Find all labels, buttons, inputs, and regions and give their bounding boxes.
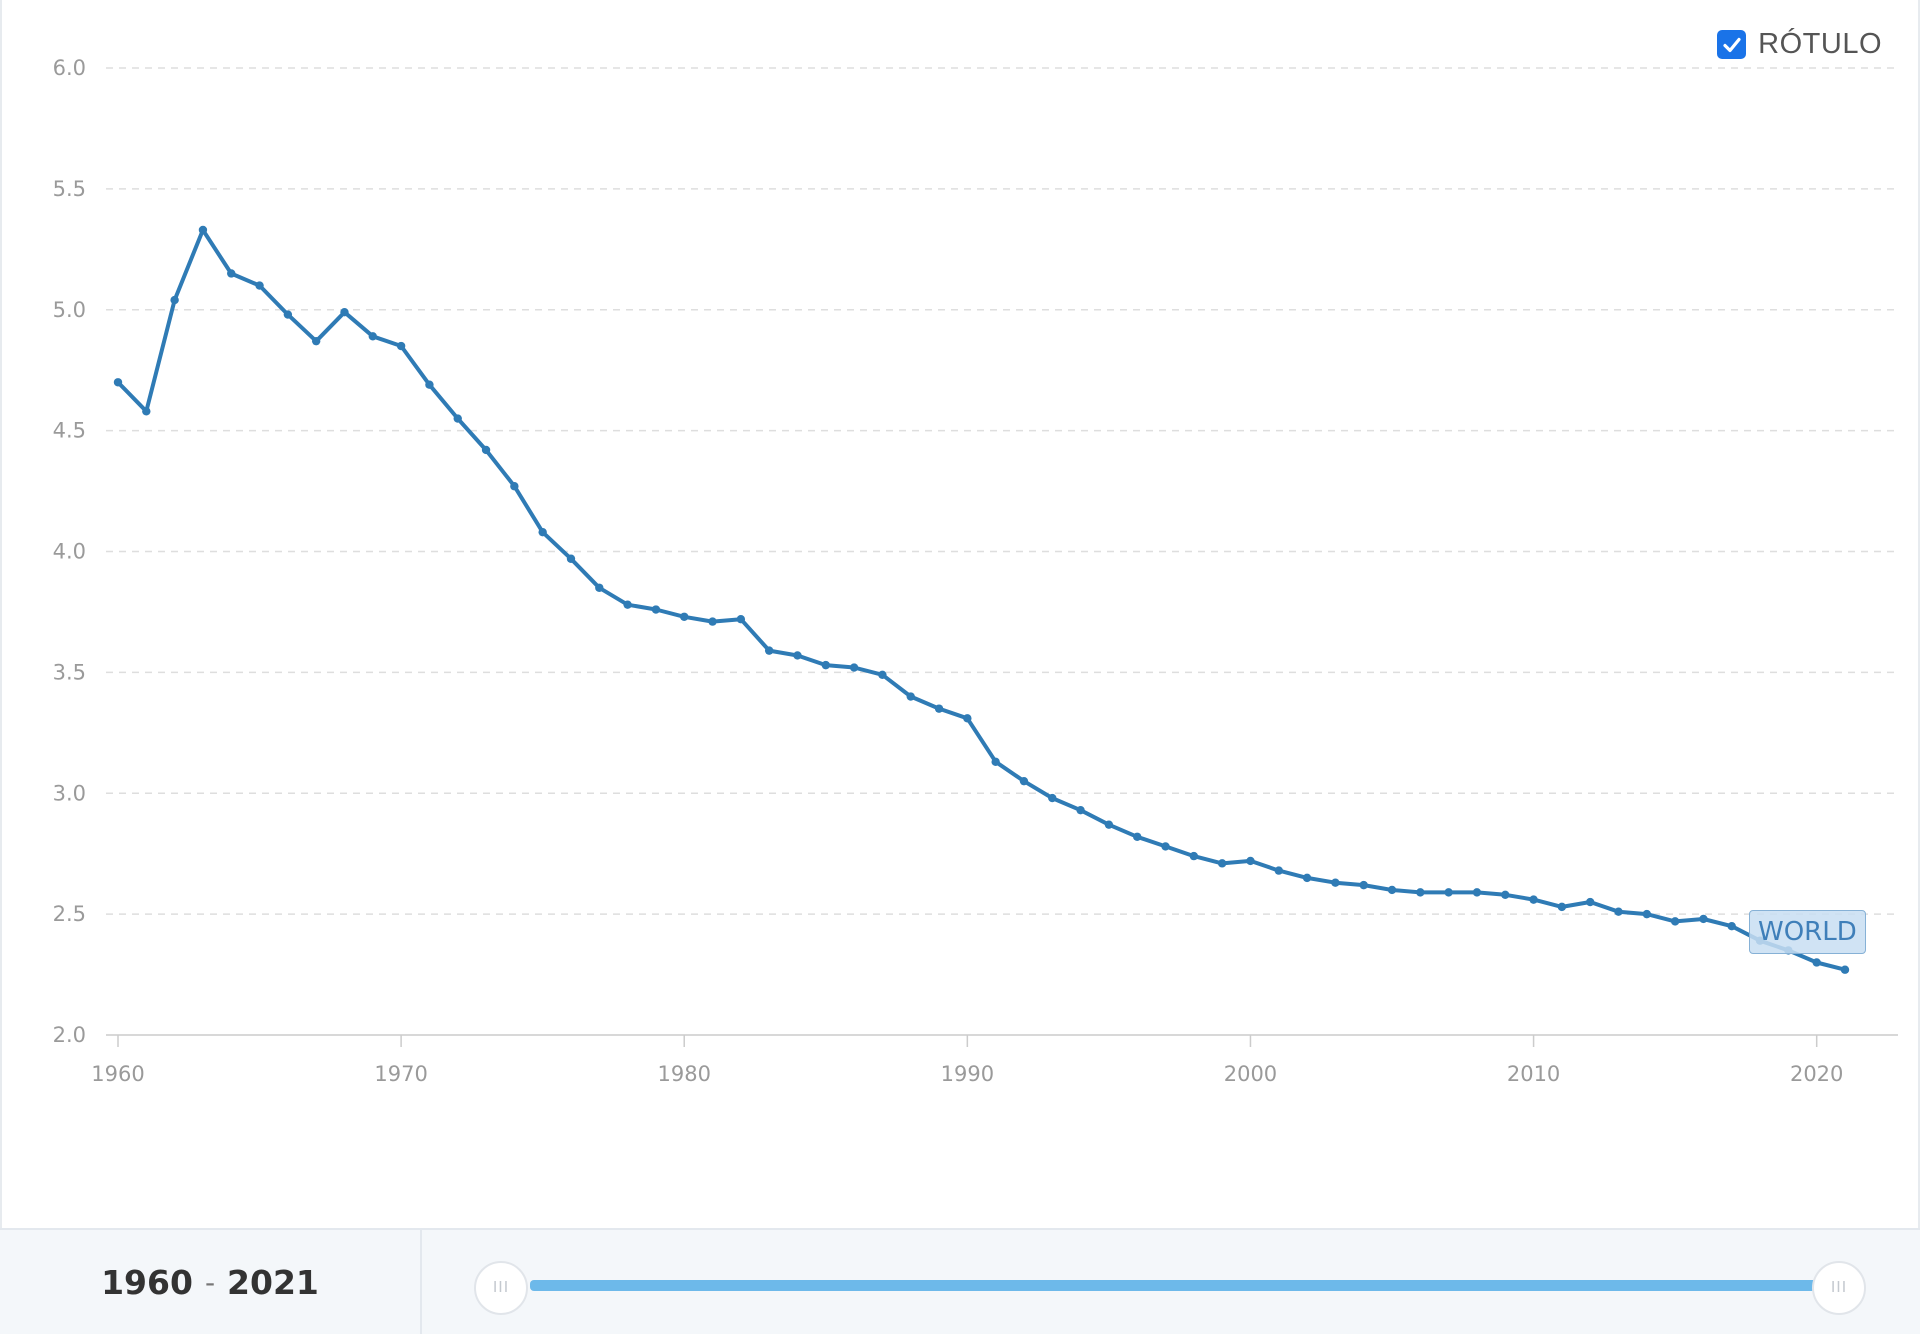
data-point[interactable] — [1642, 909, 1652, 919]
y-tick-label: 2.0 — [53, 1023, 86, 1047]
data-point[interactable] — [1529, 895, 1538, 904]
year-range-display: 1960 - 2021 — [0, 1230, 422, 1334]
data-point[interactable] — [764, 646, 774, 655]
data-point[interactable] — [849, 663, 859, 672]
data-point[interactable] — [1217, 859, 1227, 868]
data-point[interactable] — [538, 527, 547, 537]
data-point[interactable] — [1614, 907, 1623, 916]
data-point[interactable] — [1161, 842, 1170, 851]
data-point[interactable] — [1359, 880, 1368, 890]
data-point[interactable] — [453, 414, 462, 423]
data-point[interactable] — [311, 336, 321, 346]
y-tick-label: 6.0 — [53, 56, 86, 80]
data-point[interactable] — [821, 660, 830, 670]
data-point[interactable] — [1387, 885, 1397, 895]
x-tick-label: 1980 — [658, 1062, 711, 1086]
x-tick-label: 2020 — [1790, 1062, 1843, 1086]
chart-area: 2.0 2.5 3.0 3.5 4.0 4.5 5.0 5.5 6.0 1960 1970 1980 1… — [0, 0, 1920, 1228]
data-point[interactable] — [1557, 902, 1567, 912]
grid-layer — [106, 67, 1898, 915]
slider-handle-end[interactable]: III — [1812, 1261, 1866, 1315]
y-tick-label: 4.0 — [53, 540, 86, 564]
data-point[interactable] — [1812, 958, 1821, 967]
data-point[interactable] — [793, 651, 802, 660]
axis-layer: 2.0 2.5 3.0 3.5 4.0 4.5 5.0 5.5 6.0 1960 1970 1980 1… — [53, 56, 1898, 1086]
data-point[interactable] — [1727, 922, 1736, 931]
data-point[interactable] — [595, 583, 604, 592]
data-point[interactable] — [1274, 866, 1283, 875]
series-line-world — [116, 228, 1846, 972]
y-tick-label: 3.0 — [53, 781, 86, 805]
data-point[interactable] — [1104, 820, 1114, 829]
data-point[interactable] — [878, 670, 887, 679]
legend-label: RÓTULO — [1758, 28, 1882, 60]
data-point[interactable] — [680, 612, 689, 621]
data-point[interactable] — [1331, 878, 1340, 887]
y-tick-label: 5.0 — [53, 298, 86, 322]
data-point[interactable] — [142, 407, 151, 416]
check-icon — [1723, 37, 1741, 52]
data-point[interactable] — [255, 281, 264, 290]
data-point[interactable] — [566, 554, 576, 563]
data-point[interactable] — [170, 295, 179, 305]
y-tick-label: 2.5 — [53, 902, 86, 926]
data-point[interactable] — [623, 600, 632, 609]
data-point[interactable] — [283, 310, 293, 319]
data-point[interactable] — [708, 617, 717, 626]
year-slider-track[interactable] — [530, 1280, 1842, 1291]
data-point[interactable] — [481, 445, 491, 455]
y-tick-label: 5.5 — [53, 177, 86, 201]
data-point[interactable] — [991, 757, 1000, 767]
legend-toggle[interactable]: RÓTULO — [1717, 28, 1882, 61]
data-point[interactable] — [227, 269, 236, 278]
data-point[interactable] — [396, 341, 406, 351]
data-point[interactable] — [651, 605, 661, 614]
series-label-world: WORLD — [1749, 910, 1866, 954]
data-point[interactable] — [1416, 888, 1425, 897]
data-point[interactable] — [340, 307, 349, 317]
data-point[interactable] — [1840, 965, 1850, 974]
y-tick-label: 4.5 — [53, 419, 86, 443]
x-tick-label: 1990 — [941, 1062, 994, 1086]
data-point[interactable] — [1246, 856, 1255, 866]
line-chart: 2.0 2.5 3.0 3.5 4.0 4.5 5.0 5.5 6.0 1960 1970 1980 1… — [53, 56, 1898, 1086]
data-point[interactable] — [1019, 776, 1029, 786]
year-start: 1960 — [101, 1262, 193, 1302]
data-point[interactable] — [906, 692, 915, 701]
legend-checkbox[interactable] — [1717, 30, 1747, 59]
data-point[interactable] — [1302, 873, 1312, 883]
data-point[interactable] — [425, 380, 434, 389]
data-point[interactable] — [1699, 914, 1708, 924]
data-point[interactable] — [1133, 832, 1142, 841]
data-point[interactable] — [1444, 888, 1453, 897]
year-end: 2021 — [227, 1262, 319, 1302]
data-point[interactable] — [1585, 897, 1595, 907]
x-tick-label: 2010 — [1507, 1062, 1560, 1086]
x-tick-label: 1960 — [91, 1062, 144, 1086]
data-point[interactable] — [1501, 890, 1510, 899]
data-point[interactable] — [934, 704, 944, 713]
x-tick-label: 1970 — [374, 1062, 427, 1086]
series-layer — [113, 225, 1850, 974]
data-point[interactable] — [736, 614, 746, 624]
data-point[interactable] — [963, 714, 972, 723]
slider-handle-start[interactable]: III — [474, 1261, 528, 1315]
year-separator: - — [204, 1265, 216, 1299]
data-point[interactable] — [1189, 851, 1199, 861]
y-tick-label: 3.5 — [53, 660, 86, 684]
data-point[interactable] — [1472, 888, 1482, 897]
data-point[interactable] — [113, 378, 123, 387]
data-point[interactable] — [368, 332, 378, 341]
x-tick-label: 2000 — [1224, 1062, 1277, 1086]
data-point[interactable] — [510, 482, 519, 491]
data-point[interactable] — [198, 225, 208, 235]
data-point[interactable] — [1670, 917, 1680, 926]
data-point[interactable] — [1076, 805, 1085, 815]
data-point[interactable] — [1048, 793, 1057, 803]
